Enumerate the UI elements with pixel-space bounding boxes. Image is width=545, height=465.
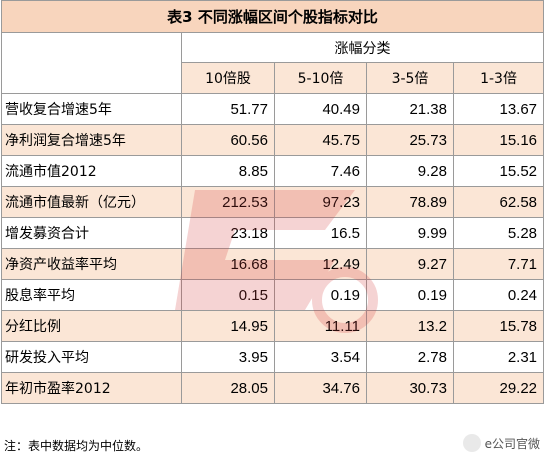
table-cell: 3.95: [181, 341, 275, 373]
row-label: 股息率平均: [1, 279, 182, 311]
row-label: 研发投入平均: [1, 341, 182, 373]
column-header: 10倍股: [181, 62, 275, 94]
table-cell: 11.11: [274, 310, 367, 342]
table-row: 营收复合增速5年 51.77 40.49 21.38 13.67: [1, 93, 545, 125]
row-label: 分红比例: [1, 310, 182, 342]
table-cell: 12.49: [274, 248, 367, 280]
table-cell: 51.77: [181, 93, 275, 125]
table-cell: 28.05: [181, 372, 275, 404]
table-cell: 7.46: [274, 155, 367, 187]
comparison-table: 表3 不同涨幅区间个股指标对比 涨幅分类 10倍股 5-10倍 3-5倍 1-3…: [0, 0, 545, 404]
row-label: 增发募资合计: [1, 217, 182, 249]
row-label: 年初市盈率2012: [1, 372, 182, 404]
table-cell: 2.78: [366, 341, 454, 373]
table-cell: 16.5: [274, 217, 367, 249]
table-cell: 2.31: [452, 341, 545, 373]
header-corner: [1, 32, 182, 94]
table-cell: 15.78: [452, 310, 545, 342]
table-row: 净资产收益率平均 16.68 12.49 9.27 7.71: [1, 248, 545, 280]
table-cell: 30.73: [366, 372, 454, 404]
table-cell: 13.67: [452, 93, 545, 125]
table-row: 流通市值最新（亿元） 212.53 97.23 78.89 62.58: [1, 186, 545, 218]
table-cell: 0.19: [274, 279, 367, 311]
table-cell: 40.49: [274, 93, 367, 125]
row-label: 净利润复合增速5年: [1, 124, 182, 156]
brand-label: e公司官微: [484, 436, 540, 451]
row-label: 营收复合增速5年: [1, 93, 182, 125]
brand-mark: e公司官微: [462, 434, 540, 452]
table-row: 分红比例 14.95 11.11 13.2 15.78: [1, 310, 545, 342]
table-cell: 13.2: [366, 310, 454, 342]
table-cell: 34.76: [274, 372, 367, 404]
table-cell: 7.71: [452, 248, 545, 280]
column-header: 1-3倍: [452, 62, 545, 94]
table-cell: 15.52: [452, 155, 545, 187]
wechat-logo-icon: [462, 434, 481, 452]
table-row: 净利润复合增速5年 60.56 45.75 25.73 15.16: [1, 124, 545, 156]
table-title: 表3 不同涨幅区间个股指标对比: [0, 0, 545, 33]
table-cell: 5.28: [452, 217, 545, 249]
table-cell: 0.15: [181, 279, 275, 311]
table-cell: 60.56: [181, 124, 275, 156]
table-cell: 9.27: [366, 248, 454, 280]
row-label: 流通市值最新（亿元）: [1, 186, 182, 218]
table-row: 年初市盈率2012 28.05 34.76 30.73 29.22: [1, 372, 545, 404]
table-row: 股息率平均 0.15 0.19 0.19 0.24: [1, 279, 545, 311]
row-label: 流通市值2012: [1, 155, 182, 187]
table-cell: 8.85: [181, 155, 275, 187]
footnote: 注：表中数据均为中位数。: [4, 439, 149, 453]
table-cell: 0.19: [366, 279, 454, 311]
table-row: 增发募资合计 23.18 16.5 9.99 5.28: [1, 217, 545, 249]
table-cell: 97.23: [274, 186, 367, 218]
column-header: 5-10倍: [274, 62, 367, 94]
column-header: 3-5倍: [366, 62, 454, 94]
table-cell: 25.73: [366, 124, 454, 156]
table-cell: 3.54: [274, 341, 367, 373]
row-label: 净资产收益率平均: [1, 248, 182, 280]
table-cell: 16.68: [181, 248, 275, 280]
table-cell: 0.24: [452, 279, 545, 311]
group-header: 涨幅分类: [180, 32, 545, 63]
table-row: 研发投入平均 3.95 3.54 2.78 2.31: [1, 341, 545, 373]
table-row: 流通市值2012 8.85 7.46 9.28 15.52: [1, 155, 545, 187]
table-cell: 9.99: [366, 217, 454, 249]
table-cell: 78.89: [366, 186, 454, 218]
table-cell: 21.38: [366, 93, 454, 125]
table-cell: 23.18: [181, 217, 275, 249]
table-cell: 45.75: [274, 124, 367, 156]
table-cell: 29.22: [452, 372, 545, 404]
table-cell: 62.58: [452, 186, 545, 218]
table-cell: 212.53: [181, 186, 275, 218]
table-cell: 15.16: [452, 124, 545, 156]
table-cell: 9.28: [366, 155, 454, 187]
table-cell: 14.95: [181, 310, 275, 342]
